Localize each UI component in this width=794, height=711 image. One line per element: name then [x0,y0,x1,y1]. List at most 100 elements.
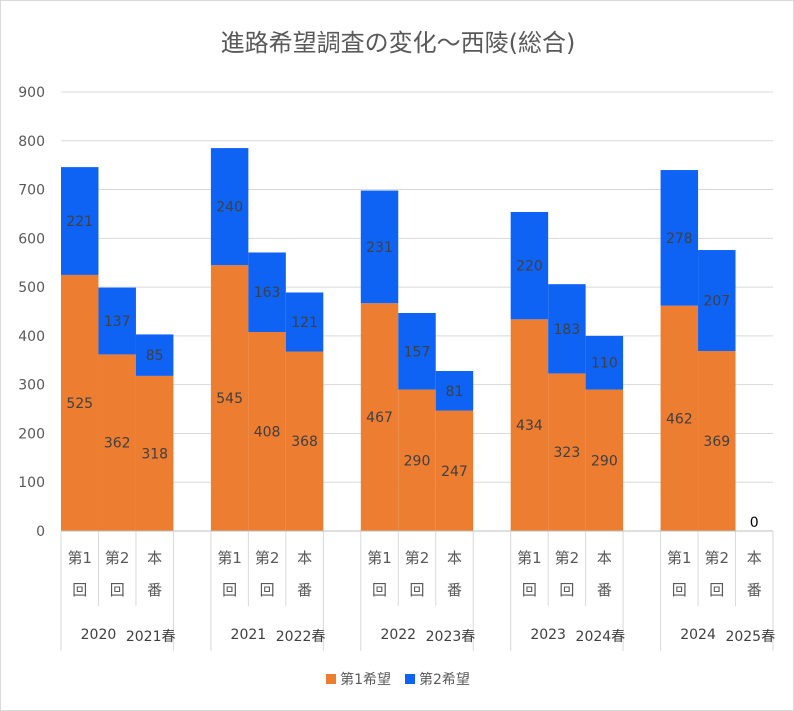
legend-swatch-second [405,674,415,684]
data-label-second-g3-b0: 220 [516,259,543,275]
x-group-year-label-3: 2023 [530,627,566,643]
x-group-season-label-0: 2021春 [126,629,176,645]
legend-item-second: 第2希望 [405,669,470,689]
data-label-first-g3-b2: 290 [591,453,618,469]
x-category-label-g2-b1-line1: 第2 [405,549,430,567]
bar-first-g0-b2 [135,375,174,531]
data-label-second-g0-b0: 221 [66,214,93,230]
x-category-label-g0-b0-line2: 回 [72,581,87,599]
bar-second-g3-b1 [548,284,586,374]
bar-second-g2-b2 [435,371,474,411]
x-group-year-label-0: 2020 [81,627,117,643]
x-category-label-g3-b0-line2: 回 [522,581,537,599]
x-category-label-g0-b0-line1: 第1 [67,549,92,567]
data-label-second-g1-b1: 163 [254,285,281,301]
y-tick-label-700: 700 [18,183,45,199]
chart-plot: 0 100 200 300 400 500 600 700 800 900 525 221 第1 回 362… [18,85,775,651]
chart-legend: 第1希望 第2希望 [1,669,794,689]
bar-second-g1-b1 [248,252,286,332]
bar-second-g0-b0 [61,167,99,275]
data-label-first-g2-b1: 290 [404,453,431,469]
data-label-second-g3-b1: 183 [554,322,581,338]
data-label-first-g2-b0: 467 [366,410,393,426]
legend-label-second: 第2希望 [419,672,470,688]
x-category-label-g1-b0-line1: 第1 [217,549,242,567]
x-category-label-g2-b0-line1: 第1 [367,549,392,567]
bar-first-g0-b1 [98,354,136,531]
y-tick-label-200: 200 [18,426,45,442]
x-category-label-g2-b2-line1: 本 [447,549,462,567]
data-label-first-g0-b1: 362 [104,436,131,452]
x-group-year-label-4: 2024 [680,627,716,643]
y-tick-label-400: 400 [18,329,45,345]
x-category-label-g4-b1-line2: 回 [709,581,724,599]
x-category-label-g0-b1-line1: 第2 [105,549,130,567]
data-label-second-g4-b1: 207 [703,294,730,310]
y-tick-label-300: 300 [18,378,45,394]
legend-item-first: 第1希望 [326,669,391,689]
bar-first-g2-b0 [360,303,399,531]
bar-first-g1-b0 [210,265,249,531]
legend-label-first: 第1希望 [340,672,391,688]
x-group-year-label-1: 2021 [231,627,267,643]
data-label-second-g4-b0: 278 [666,231,693,247]
data-label-second-g3-b2: 110 [591,356,618,372]
data-label-first-g3-b0: 434 [516,418,543,434]
x-category-label-g1-b2-line1: 本 [297,549,312,567]
x-category-label-g0-b1-line2: 回 [110,581,125,599]
chart-title: 進路希望調査の変化～西陵(総合) [220,29,576,57]
y-tick-label-800: 800 [18,134,45,150]
y-tick-label-0: 0 [36,524,45,540]
x-category-label-g0-b2-line1: 本 [147,549,162,567]
bar-first-g4-b0 [660,305,699,531]
x-group-season-label-2: 2023春 [426,629,476,645]
y-tick-label-500: 500 [18,280,45,296]
data-label-first-g0-b2: 318 [141,446,168,462]
bar-first-g0-b0 [61,274,99,531]
x-group-season-label-1: 2022春 [276,629,326,645]
data-label-second-g0-b2: 85 [146,348,164,364]
x-group-season-label-4: 2025春 [725,629,775,645]
x-category-label-g1-b2-line2: 番 [297,581,312,599]
x-category-label-g4-b0-line2: 回 [672,581,687,599]
x-category-label-g3-b2-line2: 番 [597,581,612,599]
x-category-label-g0-b2-line2: 番 [147,581,162,599]
x-group-season-label-3: 2024春 [576,629,626,645]
bar-second-g2-b0 [360,190,399,304]
data-label-second-g1-b2: 121 [291,315,318,331]
x-category-label-g3-b0-line1: 第1 [517,549,542,567]
x-category-label-g3-b1-line1: 第2 [555,549,580,567]
x-category-label-g1-b1-line1: 第2 [255,549,280,567]
bar-second-g1-b0 [210,148,249,266]
bar-second-g3-b0 [510,211,549,320]
x-category-label-g2-b1-line2: 回 [409,581,424,599]
data-label-second-g2-b0: 231 [366,240,393,256]
bar-first-g2-b2 [435,410,474,531]
data-label-first-g1-b0: 545 [216,391,243,407]
bar-first-g2-b1 [398,389,436,531]
x-category-label-g2-b2-line2: 番 [447,581,462,599]
data-label-second-g0-b1: 137 [104,314,131,330]
data-label-first-g2-b2: 247 [441,464,468,480]
x-category-label-g1-b1-line2: 回 [260,581,275,599]
y-tick-label-600: 600 [18,231,45,247]
bar-first-g3-b1 [548,373,586,531]
legend-swatch-first [326,674,337,684]
x-category-label-g1-b0-line2: 回 [222,581,237,599]
data-label-g4-b2: 0 [750,515,759,531]
data-label-first-g1-b1: 408 [254,424,281,440]
bar-first-g1-b2 [285,351,324,531]
bar-second-g3-b2 [585,335,624,390]
x-category-label-g3-b2-line1: 本 [597,549,612,567]
bar-second-g4-b0 [660,170,699,306]
bar-second-g4-b1 [698,250,736,352]
x-category-label-g2-b0-line2: 回 [372,581,387,599]
bar-second-g2-b1 [398,312,436,390]
x-group-year-label-2: 2022 [380,627,416,643]
data-label-first-g4-b0: 462 [666,411,693,427]
data-label-second-g2-b2: 81 [446,384,464,400]
bar-second-g1-b2 [285,292,324,352]
data-label-first-g1-b2: 368 [291,434,318,450]
y-tick-label-900: 900 [18,85,45,101]
